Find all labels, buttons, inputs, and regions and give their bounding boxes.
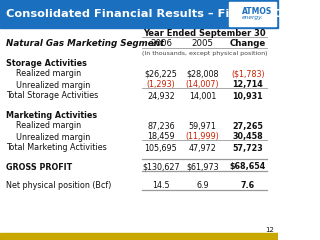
Text: 27,265: 27,265 — [232, 121, 263, 131]
Text: Natural Gas Marketing Segment: Natural Gas Marketing Segment — [6, 38, 164, 48]
Text: 59,971: 59,971 — [189, 121, 217, 131]
Text: Storage Activities: Storage Activities — [6, 59, 87, 67]
Text: $61,973: $61,973 — [186, 162, 219, 172]
Text: 2006: 2006 — [150, 38, 172, 48]
Text: 12: 12 — [265, 227, 274, 233]
Bar — [229, 2, 276, 26]
Text: Consolidated Financial Results – Fiscal 2006: Consolidated Financial Results – Fiscal … — [6, 9, 290, 19]
Text: Change: Change — [230, 38, 266, 48]
Text: 14,001: 14,001 — [189, 91, 216, 101]
Text: (11,999): (11,999) — [186, 132, 220, 142]
Text: Year Ended September 30: Year Ended September 30 — [143, 29, 266, 37]
Text: 12,714: 12,714 — [233, 80, 263, 90]
Text: Unrealized margin: Unrealized margin — [6, 80, 90, 90]
Text: Unrealized margin: Unrealized margin — [6, 132, 90, 142]
Text: energy.: energy. — [242, 14, 264, 19]
Text: Total Storage Activities: Total Storage Activities — [6, 91, 98, 101]
Text: 30,458: 30,458 — [233, 132, 263, 142]
Text: 24,932: 24,932 — [147, 91, 175, 101]
Text: Total Marketing Activities: Total Marketing Activities — [6, 144, 107, 152]
Text: $130,627: $130,627 — [142, 162, 180, 172]
Text: 47,972: 47,972 — [189, 144, 217, 152]
Text: ATMOS: ATMOS — [242, 7, 272, 17]
Text: Realized margin: Realized margin — [6, 70, 81, 78]
Bar — [0, 0, 278, 28]
Text: Realized margin: Realized margin — [6, 121, 81, 131]
Text: $26,225: $26,225 — [144, 70, 177, 78]
Text: 57,723: 57,723 — [233, 144, 263, 152]
Text: $68,654: $68,654 — [230, 162, 266, 172]
Text: 10,931: 10,931 — [233, 91, 263, 101]
Text: 105,695: 105,695 — [145, 144, 177, 152]
Text: (In thousands, except physical position): (In thousands, except physical position) — [142, 50, 267, 55]
Text: 18,459: 18,459 — [147, 132, 175, 142]
Text: 87,236: 87,236 — [147, 121, 175, 131]
Text: Net physical position (Bcf): Net physical position (Bcf) — [6, 181, 111, 191]
Text: ($1,783): ($1,783) — [231, 70, 265, 78]
Text: $28,008: $28,008 — [187, 70, 219, 78]
Text: GROSS PROFIT: GROSS PROFIT — [6, 162, 72, 172]
Text: 14.5: 14.5 — [152, 181, 170, 191]
Text: (1,293): (1,293) — [147, 80, 175, 90]
Text: Marketing Activities: Marketing Activities — [6, 110, 97, 120]
Text: 6.9: 6.9 — [196, 181, 209, 191]
Text: 2005: 2005 — [192, 38, 214, 48]
Bar — [0, 233, 278, 240]
Text: (14,007): (14,007) — [186, 80, 220, 90]
Text: 7.6: 7.6 — [241, 181, 255, 191]
